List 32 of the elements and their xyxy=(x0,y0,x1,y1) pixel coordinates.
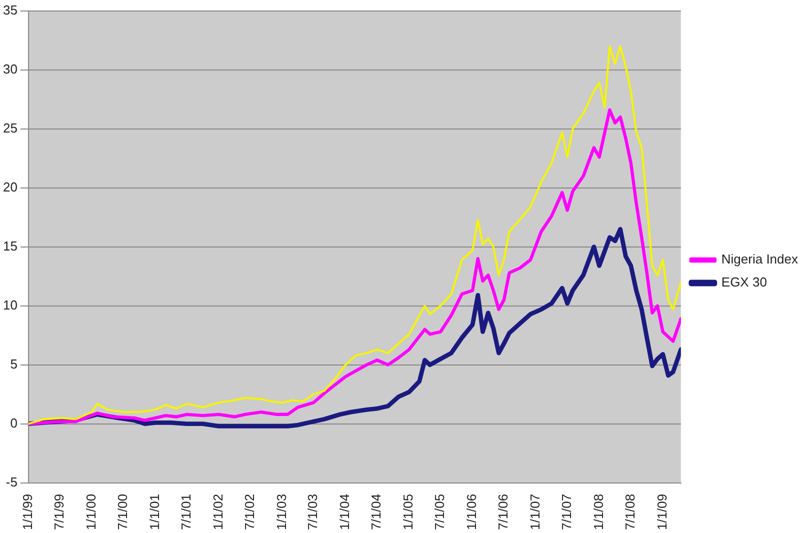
y-tick-label: 0 xyxy=(10,415,18,430)
y-tick-label: 30 xyxy=(2,61,18,76)
x-tick-label: 1/1/00 xyxy=(83,494,98,530)
x-tick-label: 7/1/99 xyxy=(51,494,66,530)
x-tick-label: 7/1/05 xyxy=(432,494,448,530)
x-tick-label: 7/1/03 xyxy=(305,494,320,530)
y-tick-label: 20 xyxy=(2,179,18,194)
x-tick-label: 7/1/07 xyxy=(558,494,574,530)
y-tick-label: -5 xyxy=(6,474,18,490)
x-tick-label: 7/1/08 xyxy=(622,494,638,530)
x-tick-label: 1/1/07 xyxy=(527,494,542,530)
x-tick-label: 7/1/04 xyxy=(368,494,384,530)
x-tick-label: 7/1/06 xyxy=(496,494,511,530)
x-tick-label: 1/1/05 xyxy=(400,494,416,530)
x-tick-label: 1/1/08 xyxy=(590,494,606,530)
x-tick-label: 7/1/01 xyxy=(178,494,194,530)
x-tick-label: 1/1/09 xyxy=(654,494,670,530)
x-tick-label: 1/1/06 xyxy=(464,494,480,530)
x-tick-label: 1/1/01 xyxy=(146,494,162,530)
y-tick-label: 15 xyxy=(2,238,18,254)
x-tick-label: 7/1/00 xyxy=(115,494,130,530)
x-tick-label: 7/1/02 xyxy=(242,494,257,530)
y-tick-label: 5 xyxy=(10,356,18,372)
legend-label: Nigeria Index xyxy=(721,252,798,267)
y-tick-label: 35 xyxy=(2,2,18,18)
x-tick-label: 1/1/03 xyxy=(274,494,289,530)
x-tick-label: 1/1/04 xyxy=(337,494,352,530)
legend-label: EGX 30 xyxy=(721,274,767,290)
x-tick-label: 1/1/02 xyxy=(210,494,226,530)
y-tick-label: 25 xyxy=(2,120,18,136)
x-tick-label: 1/1/99 xyxy=(20,494,36,530)
y-tick-label: 10 xyxy=(2,297,18,312)
